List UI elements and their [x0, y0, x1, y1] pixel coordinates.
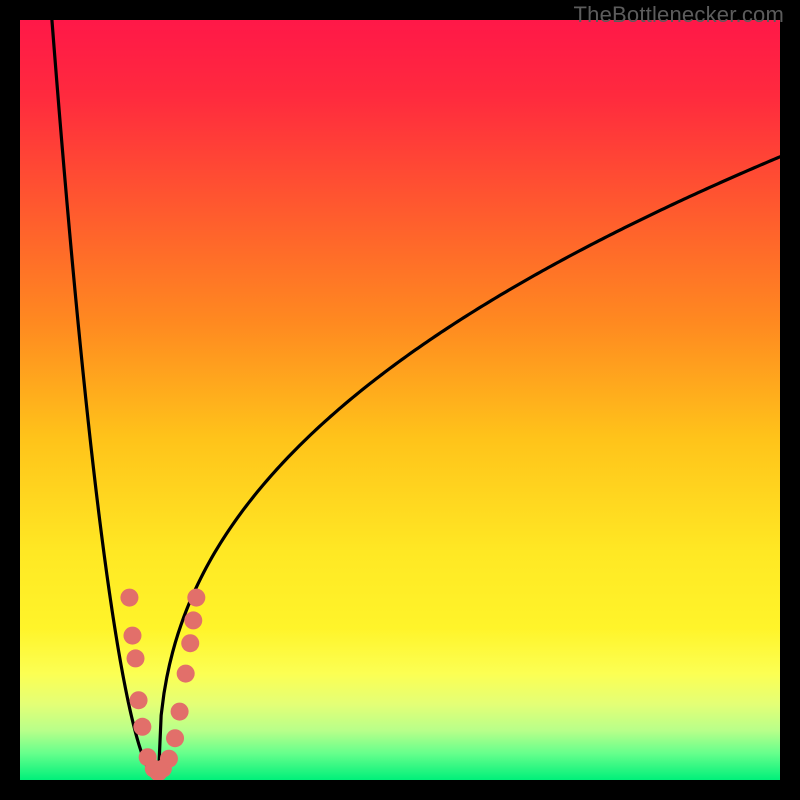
marker-dot: [133, 718, 151, 736]
marker-dot: [127, 649, 145, 667]
marker-dot: [181, 634, 199, 652]
marker-dot: [130, 691, 148, 709]
marker-dot: [120, 589, 138, 607]
marker-dot: [187, 589, 205, 607]
marker-dot: [166, 729, 184, 747]
marker-dot: [184, 611, 202, 629]
marker-dot: [160, 750, 178, 768]
chart-svg: [0, 0, 800, 800]
marker-dot: [177, 665, 195, 683]
marker-dot: [171, 703, 189, 721]
chart-stage: TheBottlenecker.com: [0, 0, 800, 800]
watermark-text: TheBottlenecker.com: [574, 2, 784, 28]
marker-dot: [123, 627, 141, 645]
